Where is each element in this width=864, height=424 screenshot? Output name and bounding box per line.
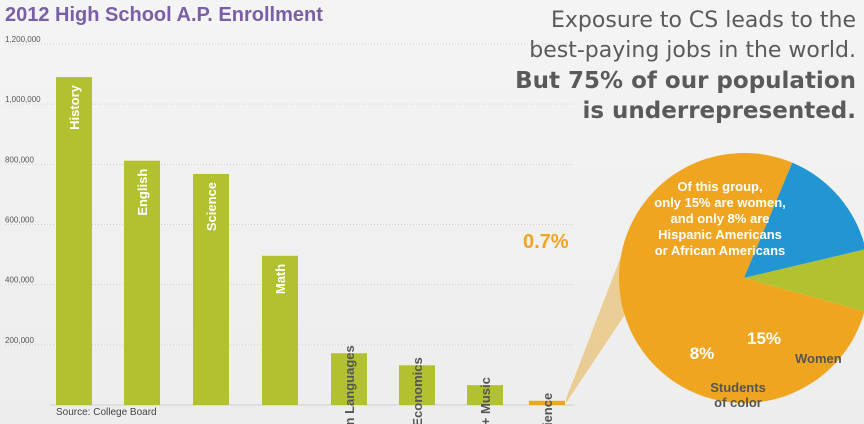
bar-history (56, 77, 92, 405)
bar-economics (399, 365, 435, 405)
pie-center-text: Of this group, (677, 179, 762, 194)
headline-line-1: Exposure to CS leads to the (551, 8, 856, 33)
bar-label: Economics (410, 357, 425, 424)
bar-label: English (135, 169, 150, 216)
pie-value-label-women: 15% (747, 329, 781, 348)
bar-english (124, 160, 160, 405)
pie-slice-other (619, 153, 864, 403)
bar-math (262, 255, 298, 405)
pie-center-text: and only 8% are (671, 211, 770, 226)
source-note: Source: College Board (56, 407, 157, 418)
bar-art-music (467, 385, 503, 405)
callout-wedge (566, 212, 638, 403)
bar-computer-science (529, 400, 565, 405)
bar-label: Art + Music (478, 377, 493, 424)
chart-title: 2012 High School A.P. Enrollment (5, 4, 323, 26)
pie-slice-women (744, 162, 864, 278)
bar-science (193, 173, 229, 405)
headline-line-2: best-paying jobs in the world. (529, 38, 856, 63)
pie-label-women: Women (795, 351, 842, 366)
bar-label: Math (273, 264, 288, 294)
y-tick-label: 400,000 (5, 276, 34, 285)
pie-center-text: or African Americans (655, 243, 786, 258)
cs-percent-annotation: 0.7% (523, 231, 569, 253)
y-tick-label: 1,000,000 (5, 95, 41, 104)
bar-label: Science (204, 182, 219, 231)
pie-center-text: Hispanic Americans (658, 227, 782, 242)
bar-label: Foreign Languages (342, 345, 357, 424)
y-tick-label: 200,000 (5, 336, 34, 345)
y-tick-label: 600,000 (5, 216, 34, 225)
y-tick-label: 800,000 (5, 155, 34, 164)
pie-label-students-of-color: Students (710, 380, 766, 395)
bar-label: History (67, 84, 82, 130)
y-tick-label: 1,200,000 (5, 35, 41, 44)
bar-foreign-languages (331, 353, 367, 405)
headline-line-4: is underrepresented. (582, 98, 856, 124)
headline-line-3: But 75% of our population (515, 68, 856, 94)
pie-slice-students-of-color (744, 249, 864, 312)
headline: Exposure to CS leads to the best-paying … (456, 6, 856, 126)
pie-label-students-of-color: of color (714, 395, 762, 410)
bar-label: Computer Science (540, 393, 555, 424)
pie-value-label-students-of-color: 8% (690, 344, 715, 363)
pie-center-text: only 15% are women, (654, 195, 786, 210)
